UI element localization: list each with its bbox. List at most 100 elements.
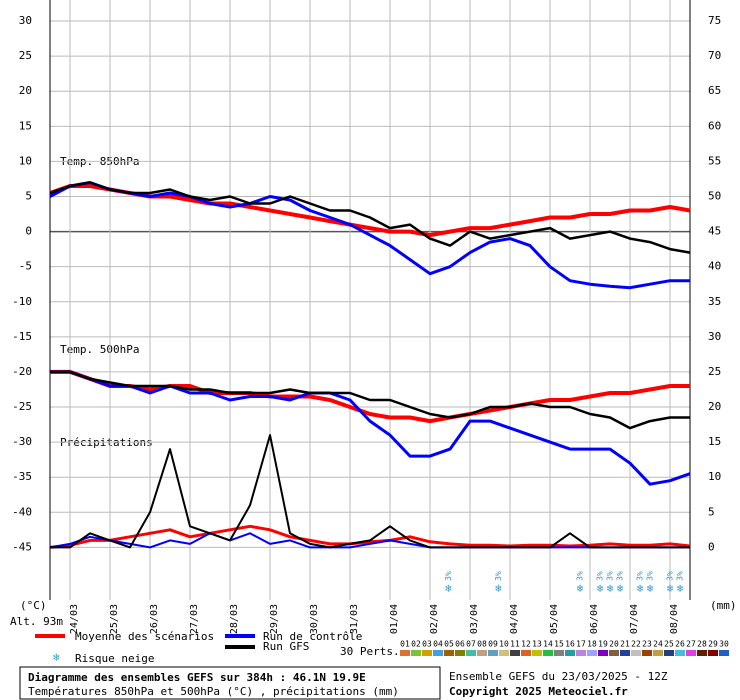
y2-tick-label: 60 bbox=[708, 119, 721, 132]
pert-label: 15 bbox=[554, 640, 564, 649]
pert-swatch bbox=[719, 650, 729, 656]
pert-swatch bbox=[488, 650, 498, 656]
pert-swatch bbox=[422, 650, 432, 656]
y-tick-label: 30 bbox=[19, 14, 32, 27]
pert-label: 23 bbox=[642, 640, 652, 649]
pert-swatch bbox=[444, 650, 454, 656]
pert-swatch bbox=[565, 650, 575, 656]
altitude: Alt. 93m bbox=[10, 615, 63, 628]
y2-tick-label: 65 bbox=[708, 84, 721, 97]
snow-risk-label: 3% bbox=[444, 571, 453, 581]
x-tick-label: 04/04 bbox=[509, 604, 520, 634]
annotation: Temp. 500hPa bbox=[60, 343, 139, 356]
pert-label: 20 bbox=[609, 640, 619, 649]
x-tick-label: 31/03 bbox=[349, 604, 360, 634]
pert-swatch bbox=[510, 650, 520, 656]
series-line bbox=[49, 532, 690, 549]
y-tick-label: -5 bbox=[19, 260, 32, 273]
snow-risk-label: 3% bbox=[606, 571, 615, 581]
pert-label: 16 bbox=[565, 640, 575, 649]
pert-swatch bbox=[433, 650, 443, 656]
x-tick-label: 05/04 bbox=[549, 604, 560, 634]
y-tick-label: -40 bbox=[12, 505, 32, 518]
x-tick-label: 28/03 bbox=[229, 604, 240, 634]
pert-swatch bbox=[411, 650, 421, 656]
pert-label: 28 bbox=[697, 640, 707, 649]
y2-tick-label: 0 bbox=[708, 540, 715, 553]
pert-swatch bbox=[642, 650, 652, 656]
x-tick-label: 08/04 bbox=[669, 604, 680, 634]
snow-icon: ❄ bbox=[445, 582, 452, 595]
y-tick-label: -10 bbox=[12, 295, 32, 308]
pert-label: 30 bbox=[719, 640, 729, 649]
pert-label: 01 bbox=[400, 640, 410, 649]
footer-run: Ensemble GEFS du 23/03/2025 - 12Z bbox=[449, 670, 668, 683]
x-tick-label: 01/04 bbox=[389, 604, 400, 634]
snow-icon: ❄ bbox=[637, 582, 644, 595]
series-line bbox=[50, 434, 690, 549]
y2-tick-label: 35 bbox=[708, 295, 721, 308]
footer-box bbox=[19, 666, 441, 700]
series-line bbox=[50, 369, 690, 424]
pert-label: 25 bbox=[664, 640, 674, 649]
x-tick-label: 07/04 bbox=[629, 604, 640, 634]
snow-risk-label: 3% bbox=[596, 571, 605, 581]
x-tick-label: 02/04 bbox=[429, 604, 440, 634]
y-unit: (°C) bbox=[20, 599, 47, 612]
snow-icon: ❄ bbox=[495, 582, 502, 595]
footer-subtitle: Températures 850hPa et 500hPa (°C) , pré… bbox=[28, 685, 399, 698]
snow-icon: ❄ bbox=[667, 582, 674, 595]
snow-icon: ❄ bbox=[677, 582, 684, 595]
pert-swatch bbox=[653, 650, 663, 656]
x-tick-label: 03/04 bbox=[469, 604, 480, 634]
pert-label: 27 bbox=[686, 640, 696, 649]
snow-icon: ❄ bbox=[53, 651, 60, 664]
pert-label: 19 bbox=[598, 640, 608, 649]
y-tick-label: 0 bbox=[25, 225, 32, 238]
y2-tick-label: 55 bbox=[708, 154, 721, 167]
x-tick-label: 27/03 bbox=[189, 604, 200, 634]
pert-label: 29 bbox=[708, 640, 718, 649]
pert-label: 12 bbox=[521, 640, 531, 649]
pert-label: 21 bbox=[620, 640, 630, 649]
y2-tick-label: 75 bbox=[708, 14, 721, 27]
series-line bbox=[49, 181, 691, 254]
pert-swatch bbox=[576, 650, 586, 656]
pert-label: 08 bbox=[477, 640, 487, 649]
x-tick-label: 25/03 bbox=[109, 604, 120, 634]
pert-swatch bbox=[400, 650, 410, 656]
x-tick-label: 06/04 bbox=[589, 604, 600, 634]
series-line bbox=[50, 370, 690, 430]
series-line bbox=[50, 370, 691, 486]
snow-risk-label: 3% bbox=[494, 571, 503, 581]
pert-swatch bbox=[587, 650, 597, 656]
series-line bbox=[49, 181, 690, 290]
pert-swatch bbox=[686, 650, 696, 656]
y2-tick-label: 20 bbox=[708, 400, 721, 413]
pert-label: 14 bbox=[543, 640, 553, 649]
pert-label: 24 bbox=[653, 640, 663, 649]
snow-icon: ❄ bbox=[607, 582, 614, 595]
snow-risk-legend: Risque neige bbox=[75, 652, 154, 665]
y2-tick-label: 10 bbox=[708, 470, 721, 483]
pert-swatch bbox=[664, 650, 674, 656]
pert-swatch bbox=[532, 650, 542, 656]
y-tick-label: -30 bbox=[12, 435, 32, 448]
y2-tick-label: 50 bbox=[708, 189, 721, 202]
snow-icon: ❄ bbox=[597, 582, 604, 595]
legend-label: Run de contrôle bbox=[263, 630, 362, 643]
legend-label: Moyenne des scénarios bbox=[75, 630, 214, 643]
footer-title: Diagramme des ensembles GEFS sur 384h : … bbox=[28, 671, 366, 684]
pert-swatch bbox=[543, 650, 553, 656]
x-tick-label: 24/03 bbox=[69, 604, 80, 634]
y-tick-label: 5 bbox=[25, 189, 32, 202]
y-tick-label: -35 bbox=[12, 470, 32, 483]
snow-risk-label: 3% bbox=[636, 571, 645, 581]
pert-label: 09 bbox=[488, 640, 498, 649]
pert-label: 26 bbox=[675, 640, 685, 649]
grid bbox=[50, 0, 690, 600]
pert-swatch bbox=[499, 650, 509, 656]
snow-risk-label: 3% bbox=[646, 571, 655, 581]
pert-swatch bbox=[477, 650, 487, 656]
